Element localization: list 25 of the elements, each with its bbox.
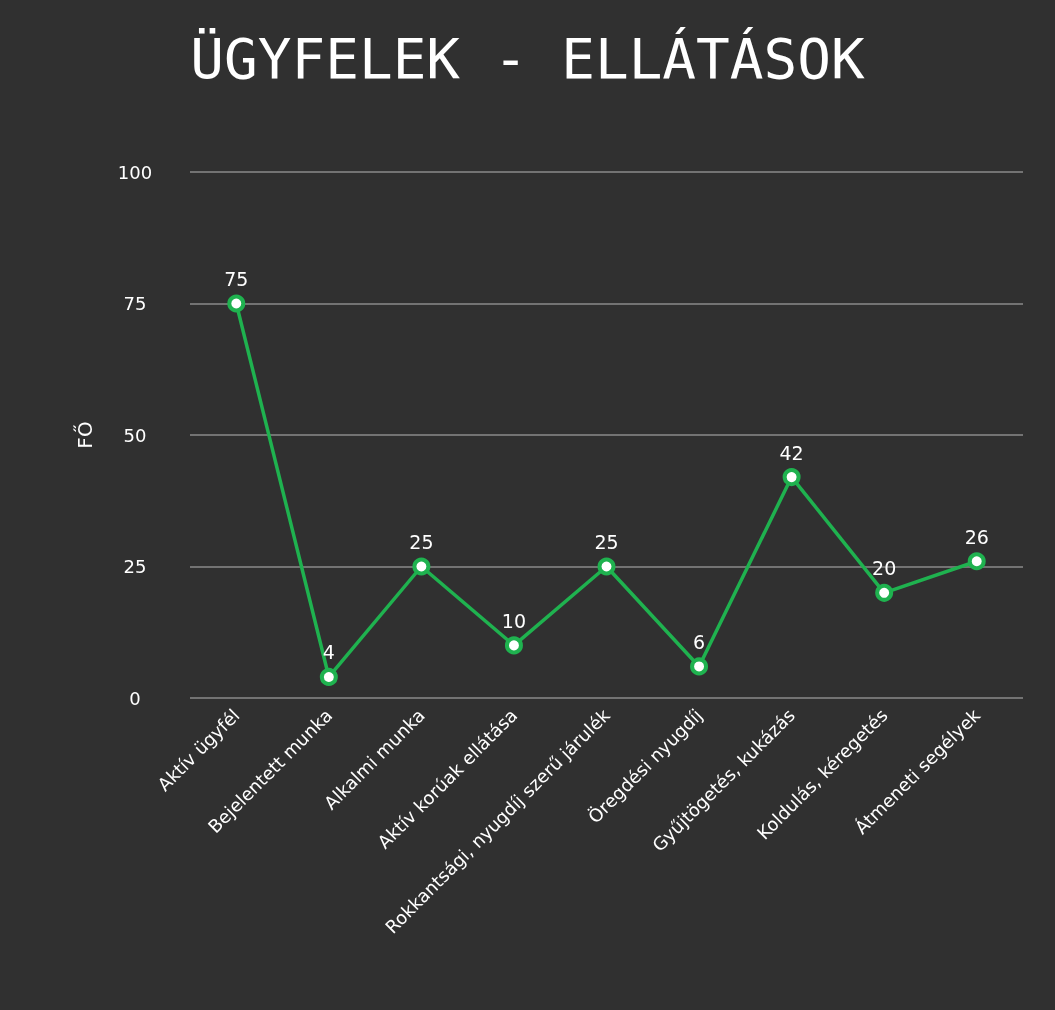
chart-title: ÜGYFELEK - ELLÁTÁSOK	[190, 25, 865, 91]
point	[690, 657, 709, 676]
data-label: 20	[872, 557, 897, 580]
point	[412, 557, 431, 576]
data-label: 25	[594, 531, 619, 553]
data-label: 6	[693, 630, 706, 653]
y-tick-label: 25	[123, 556, 147, 577]
data-label: 4	[322, 641, 335, 664]
data-label: 75	[224, 268, 249, 290]
y-tick-label: 50	[123, 424, 147, 446]
data-label: 26	[964, 525, 989, 548]
y-axis-title: FŐ	[73, 421, 97, 449]
point	[597, 557, 616, 576]
point	[319, 667, 338, 686]
y-tick-label: 75	[123, 293, 147, 314]
point	[227, 294, 246, 313]
data-label: 10	[501, 609, 527, 632]
data-label: 25	[409, 531, 434, 553]
y-tick-label: 0	[129, 687, 141, 709]
point	[504, 636, 523, 655]
point	[782, 468, 801, 487]
point	[875, 583, 894, 602]
y-tick-label: 100	[117, 161, 153, 183]
point	[967, 552, 986, 571]
data-label: 42	[779, 441, 804, 464]
